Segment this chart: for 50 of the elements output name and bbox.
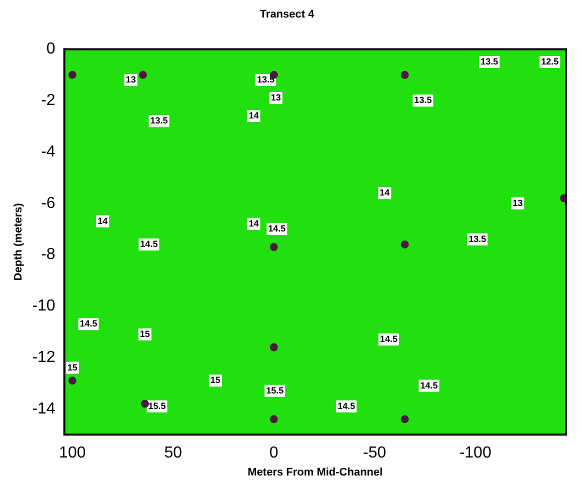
annotation: 12.5 [541,56,559,67]
x-tick-label: 50 [164,444,182,462]
point [270,243,278,252]
point [68,376,76,385]
point [138,70,147,79]
annotation: 15.5 [266,385,284,396]
annotation: 13 [270,92,281,102]
point [400,240,409,248]
annotation: 13.5 [257,74,275,85]
x-tick-label: 100 [59,444,86,462]
point [400,70,409,79]
annotation: 13.5 [468,234,486,244]
x-tick-label: -50 [363,444,386,462]
y-tick-label: -12 [32,348,56,366]
annotation: 14.5 [420,380,438,390]
annotation: 13.5 [480,56,498,67]
annotation: 15 [67,362,78,372]
x-tick-label: 0 [269,444,278,462]
y-tick-label: -10 [32,298,56,315]
annotation: 14 [248,110,259,120]
annotation: 14 [380,188,390,198]
annotation: 15.5 [148,400,166,411]
annotation: 14.5 [338,400,356,411]
annotation: 14.5 [80,318,98,329]
y-tick-label: -14 [32,400,56,418]
point [140,400,149,408]
annotation: 15 [140,328,150,339]
annotation: 14 [98,216,108,226]
annotation: 13.5 [414,95,432,106]
annotation: 15 [210,375,220,386]
annotation: 14.5 [380,334,398,344]
point [270,415,278,424]
y-tick-label: -8 [41,246,56,264]
x-axis-title: Meters From Mid-Channel [248,466,383,478]
chart-title: Transect 4 [260,8,316,21]
point [270,343,278,352]
y-axis-title: Depth (meters) [12,202,25,281]
annotation: 14.5 [140,238,158,249]
annotation: 14 [248,218,259,228]
y-tick-label: 0 [46,40,56,58]
y-tick-label: -4 [41,143,56,160]
annotation: 14.5 [268,224,286,234]
y-tick-label: -6 [41,194,56,212]
point [68,70,76,79]
annotation: 13.5 [150,116,168,126]
point [400,415,409,424]
y-tick-label: -2 [41,92,56,109]
x-tick-label: -100 [459,444,492,462]
annotation: 13 [126,74,136,85]
annotation: 13 [512,198,523,208]
